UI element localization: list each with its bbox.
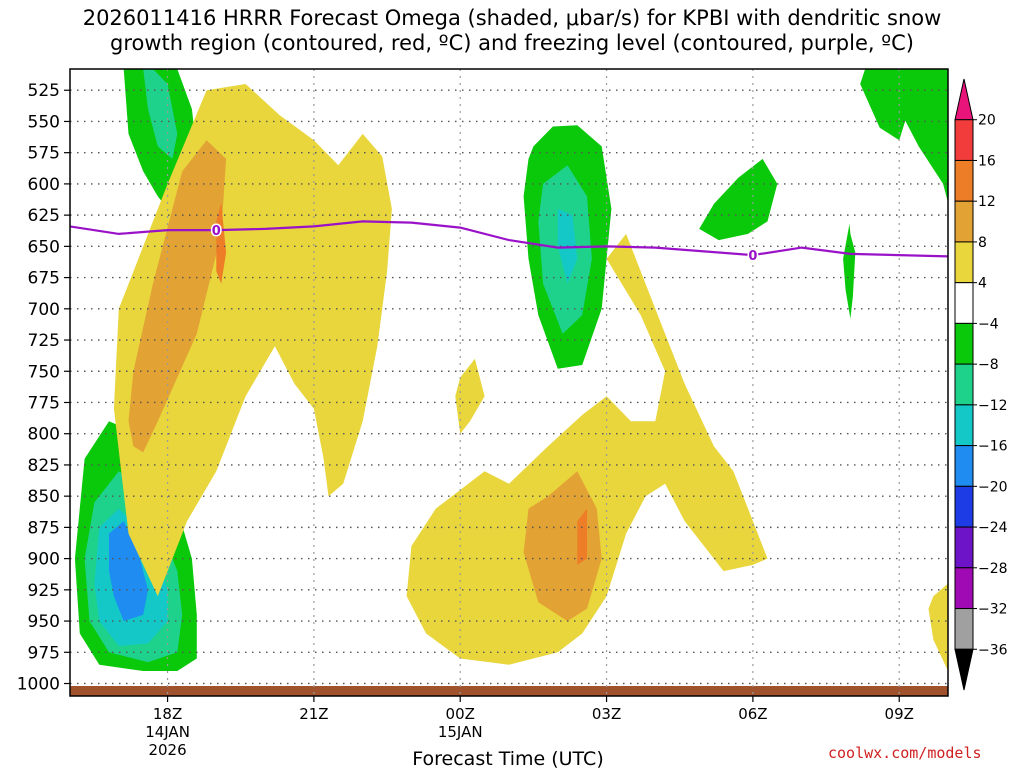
colorbar-label: −4 xyxy=(978,316,999,332)
freezing-level-label: 0 xyxy=(748,249,757,264)
y-tick-label: 600 xyxy=(28,175,60,195)
chart-title: 2026011416 HRRR Forecast Omega (shaded, … xyxy=(0,6,1024,56)
plot-frame xyxy=(69,68,949,697)
omega-region-1 xyxy=(143,69,178,159)
ground-surface xyxy=(70,686,948,696)
y-tick-label: 525 xyxy=(28,81,60,101)
y-tick-label: 675 xyxy=(28,269,60,289)
colorbar-label: −16 xyxy=(978,439,1008,455)
colorbar-label: −36 xyxy=(978,642,1008,658)
x-tick-label: 03Z xyxy=(592,705,621,723)
x-tick-label: 00Z xyxy=(446,705,475,723)
colorbar-bin xyxy=(954,526,974,569)
y-tick-label: 850 xyxy=(28,487,60,507)
x-tick-date: 14JAN xyxy=(145,723,190,741)
colorbar-label: −20 xyxy=(978,479,1008,495)
x-axis-label: Forecast Time (UTC) xyxy=(412,748,603,768)
omega-region-18 xyxy=(523,471,602,622)
chart-title-line-2: growth region (contoured, red, ºC) and f… xyxy=(110,31,914,55)
colorbar-bin xyxy=(954,567,974,610)
omega-shaded-regions xyxy=(74,69,948,671)
y-tick-label: 775 xyxy=(28,393,60,413)
freezing-level-line xyxy=(69,220,949,258)
colorbar-label: −28 xyxy=(978,561,1008,577)
colorbar-bin xyxy=(954,608,974,650)
omega-region-5 xyxy=(843,223,856,319)
colorbar-bin xyxy=(954,404,974,447)
y-tick-label: 800 xyxy=(28,425,60,445)
x-tick-label: 09Z xyxy=(885,705,914,723)
x-tick-label: 06Z xyxy=(738,705,767,723)
y-tick-label: 625 xyxy=(28,206,60,226)
colorbar-bin xyxy=(954,363,974,406)
y-tick-label: 725 xyxy=(28,331,60,351)
colorbar-label: 16 xyxy=(978,153,996,169)
y-tick-label: 950 xyxy=(28,612,60,632)
colorbar-label: 8 xyxy=(978,235,987,251)
colorbar-label: 12 xyxy=(978,194,996,210)
colorbar-bin xyxy=(954,159,974,202)
y-tick-label: 900 xyxy=(28,550,60,570)
x-tick-label: 21Z xyxy=(299,705,328,723)
chart-title-line-1: 2026011416 HRRR Forecast Omega (shaded, … xyxy=(82,6,942,30)
colorbar-bin xyxy=(954,241,974,284)
y-tick-label: 1000 xyxy=(17,675,60,695)
y-tick-label: 550 xyxy=(28,112,60,132)
omega-region-20 xyxy=(928,583,948,671)
colorbar-label: −12 xyxy=(978,398,1008,414)
colorbar-bin xyxy=(954,485,974,528)
colorbar-bin-top xyxy=(954,78,974,121)
colorbar-bin xyxy=(954,322,974,365)
colorbar-bin xyxy=(954,119,974,161)
omega-region-17 xyxy=(216,202,227,284)
omega-region-3 xyxy=(889,69,948,203)
colorbar-bin xyxy=(954,445,974,487)
omega-region-14 xyxy=(455,358,485,434)
x-tick-label: 18Z xyxy=(153,705,182,723)
y-tick-label: 575 xyxy=(28,144,60,164)
y-tick-label: 925 xyxy=(28,581,60,601)
y-tick-label: 750 xyxy=(28,362,60,382)
y-tick-label: 700 xyxy=(28,300,60,320)
colorbar-label: −8 xyxy=(978,357,999,373)
colorbar-bin xyxy=(954,200,974,243)
y-tick-label: 825 xyxy=(28,456,60,476)
y-tick-label: 875 xyxy=(28,518,60,538)
omega-region-19 xyxy=(577,508,587,565)
colorbar-label: 20 xyxy=(978,113,996,129)
ground-strip xyxy=(70,686,948,696)
freezing-level-contour: 00 xyxy=(69,220,949,266)
omega-region-12 xyxy=(109,521,148,622)
colorbar-label: −24 xyxy=(978,520,1008,536)
colorbar-bin xyxy=(954,282,974,324)
axes: 525 550 575 600 625 650 675 700 725 750 775 800 825 8… xyxy=(17,68,949,759)
freezing-level-label: 0 xyxy=(212,224,221,239)
colorbar-bin-bottom xyxy=(954,648,974,691)
omega-region-4 xyxy=(699,158,778,241)
omega-region-15 xyxy=(406,233,768,665)
omega-region-16 xyxy=(128,140,227,453)
y-tick-label: 975 xyxy=(28,643,60,663)
colorbar: 20 16 12 8 4 −4 −8 −12 −16 −20 −24 −28 −32 −36 xyxy=(954,78,1008,691)
y-tick-label: 650 xyxy=(28,237,60,257)
x-tick-year: 2026 xyxy=(148,741,186,759)
colorbar-label: −32 xyxy=(978,602,1008,618)
colorbar-label: 4 xyxy=(978,276,987,292)
credit-text: coolwx.com/models xyxy=(828,744,982,762)
x-tick-date: 15JAN xyxy=(438,723,483,741)
